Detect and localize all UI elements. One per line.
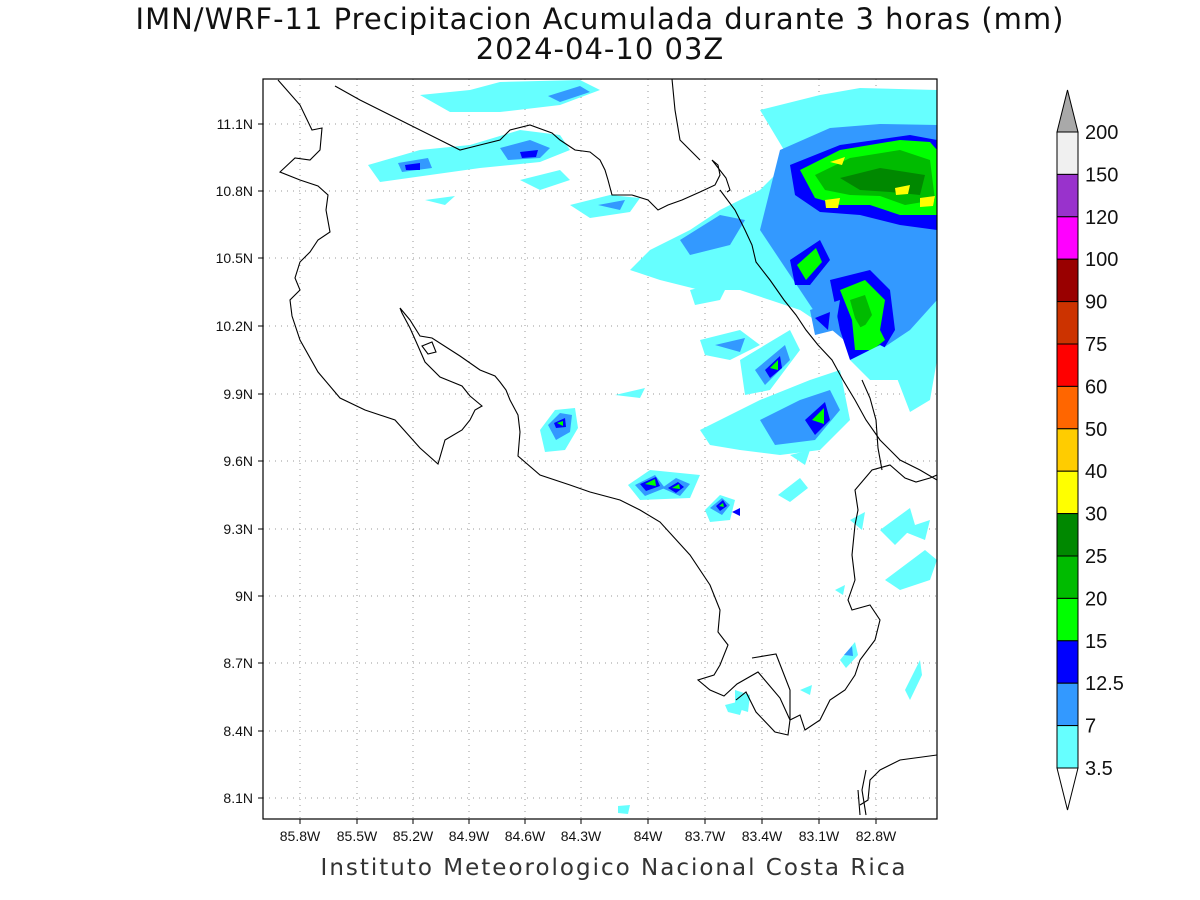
y-tick-marks	[258, 123, 263, 799]
x-tick-label: 82.8W	[856, 828, 897, 844]
colorbar-label: 60	[1085, 376, 1107, 398]
y-tick-label: 9.9N	[223, 386, 253, 402]
y-tick-label: 9.6N	[223, 453, 253, 469]
y-tick-label: 9N	[235, 588, 253, 604]
colorbar-label: 75	[1085, 334, 1107, 356]
colorbar-label: 150	[1085, 164, 1118, 186]
x-tick-label: 84.6W	[505, 828, 546, 844]
x-tick-label: 84.3W	[561, 828, 602, 844]
colorbar-label: 50	[1085, 419, 1107, 441]
colorbar-swatch	[1056, 131, 1079, 175]
colorbar-swatch	[1056, 555, 1079, 599]
colorbar-swatch	[1056, 682, 1079, 727]
colorbar-label: 25	[1085, 546, 1107, 568]
colorbar-swatch	[1056, 301, 1079, 345]
colorbar-label: 200	[1085, 122, 1118, 144]
y-tick-label: 8.4N	[223, 723, 253, 739]
colorbar-under-arrow	[1056, 767, 1079, 811]
map-title: IMN/WRF-11 Precipitacion Acumulada duran…	[135, 2, 1065, 36]
x-tick-label: 83.1W	[799, 828, 840, 844]
x-tick-label: 83.7W	[685, 828, 726, 844]
x-tick-marks	[299, 819, 877, 824]
x-tick-label: 83.4W	[742, 828, 783, 844]
colorbar: 200 150 120 100 90 75 60 50 40 30 25 20 15 12.5 7 3.5	[1056, 89, 1124, 811]
x-tick-label: 85.5W	[337, 828, 378, 844]
colorbar-label: 3.5	[1085, 758, 1113, 780]
colorbar-over-arrow	[1056, 89, 1079, 133]
colorbar-swatch	[1056, 428, 1079, 472]
lat-lon-grid	[263, 79, 937, 819]
y-tick-label: 10.5N	[216, 250, 253, 266]
coastlines	[277, 79, 937, 816]
x-tick-label: 84W	[634, 828, 664, 844]
colorbar-label: 30	[1085, 504, 1107, 526]
colorbar-swatch	[1056, 597, 1079, 642]
colorbar-swatch	[1056, 640, 1079, 684]
x-tick-label: 85.8W	[280, 828, 321, 844]
colorbar-label: 40	[1085, 461, 1107, 483]
colorbar-label: 12.5	[1085, 673, 1124, 695]
y-tick-label: 10.2N	[216, 318, 253, 334]
y-tick-label: 11.1N	[217, 116, 253, 132]
colorbar-swatch	[1056, 470, 1079, 515]
colorbar-label: 20	[1085, 588, 1107, 610]
footer-credit: Instituto Meteorologico Nacional Costa R…	[320, 855, 908, 881]
map-datetime: 2024-04-10 03Z	[475, 32, 725, 66]
colorbar-swatch	[1056, 513, 1079, 557]
x-tick-label: 85.2W	[393, 828, 434, 844]
colorbar-swatch	[1056, 216, 1079, 260]
colorbar-swatch	[1056, 385, 1079, 430]
colorbar-swatch	[1056, 343, 1079, 387]
colorbar-swatch	[1056, 725, 1079, 769]
colorbar-swatch	[1056, 258, 1079, 303]
colorbar-label: 7	[1085, 716, 1096, 738]
x-axis-labels: 85.8W 85.5W 85.2W 84.9W 84.6W 84.3W 84W …	[280, 828, 897, 844]
colorbar-swatch	[1056, 173, 1079, 218]
y-tick-label: 8.1N	[223, 790, 253, 806]
colorbar-label: 100	[1085, 249, 1118, 271]
y-tick-label: 9.3N	[223, 521, 253, 537]
map-frame	[262, 78, 938, 820]
colorbar-label: 15	[1085, 631, 1107, 653]
precipitation-shading	[368, 80, 937, 814]
y-tick-label: 10.8N	[216, 183, 253, 199]
y-tick-label: 8.7N	[223, 655, 253, 671]
x-tick-label: 84.9W	[449, 828, 490, 844]
colorbar-label: 120	[1085, 207, 1118, 229]
colorbar-label: 90	[1085, 292, 1107, 314]
y-axis-labels: 11.1N 10.8N 10.5N 10.2N 9.9N 9.6N 9.3N 9…	[216, 116, 253, 806]
